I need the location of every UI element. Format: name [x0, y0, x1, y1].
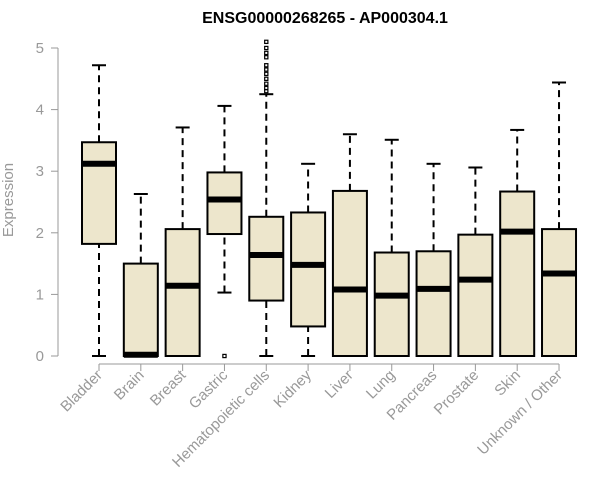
- y-axis: 0 1 2 3 4 5: [36, 40, 59, 365]
- box-pancreas: [415, 162, 452, 357]
- iqr-box: [457, 233, 494, 357]
- iqr-box: [248, 215, 285, 302]
- iqr-box: [81, 141, 117, 245]
- iqr-box: [122, 262, 159, 358]
- box-skin: [499, 128, 536, 357]
- box-kidney: [290, 162, 327, 357]
- chart-title: ENSG00000268265 - AP000304.1: [202, 10, 448, 27]
- iqr-box: [290, 211, 327, 328]
- iqr-box: [499, 190, 536, 357]
- x-tick-label: Skin: [491, 367, 524, 400]
- iqr-box: [373, 251, 410, 357]
- y-tick-label: 5: [36, 40, 44, 57]
- outlier-point: [264, 39, 269, 45]
- box-hematopoietic-cells: [248, 39, 285, 357]
- y-tick-label: 1: [36, 286, 44, 303]
- outlier-point: [264, 76, 269, 81]
- x-tick-label: Bladder: [57, 367, 106, 416]
- x-tick-label: Prostate: [431, 367, 483, 419]
- box-brain: [122, 192, 159, 358]
- y-tick-label: 0: [36, 348, 44, 365]
- y-tick-label: 2: [36, 225, 44, 242]
- outlier-point: [264, 45, 269, 51]
- box-liver: [331, 133, 368, 357]
- y-axis-label: Expression: [0, 163, 17, 237]
- outlier-point: [264, 63, 269, 68]
- box-unknown-other: [541, 81, 578, 358]
- x-tick-label: Lung: [363, 367, 399, 403]
- outlier-point: [222, 353, 227, 359]
- y-tick-label: 4: [36, 102, 44, 119]
- x-tick-label: Liver: [322, 367, 357, 402]
- iqr-box: [206, 171, 243, 236]
- box-gastric: [206, 104, 243, 359]
- y-tick-label: 3: [36, 163, 44, 180]
- outlier-point: [264, 85, 269, 91]
- box-series: [81, 39, 578, 359]
- box-lung: [373, 138, 410, 357]
- box-bladder: [81, 64, 117, 357]
- outlier-point: [264, 71, 269, 77]
- outlier-point: [264, 67, 269, 72]
- outlier-point: [264, 81, 269, 86]
- box-breast: [164, 126, 201, 358]
- iqr-box: [541, 228, 578, 358]
- outlier-point: [264, 50, 269, 56]
- iqr-box: [415, 250, 452, 357]
- iqr-box: [331, 189, 368, 357]
- x-tick-label: Brain: [111, 367, 148, 404]
- x-tick-label: Breast: [147, 366, 190, 409]
- x-tick-label: Kidney: [270, 366, 315, 411]
- iqr-box: [164, 228, 201, 358]
- box-prostate: [457, 166, 494, 357]
- outlier-point: [264, 55, 269, 60]
